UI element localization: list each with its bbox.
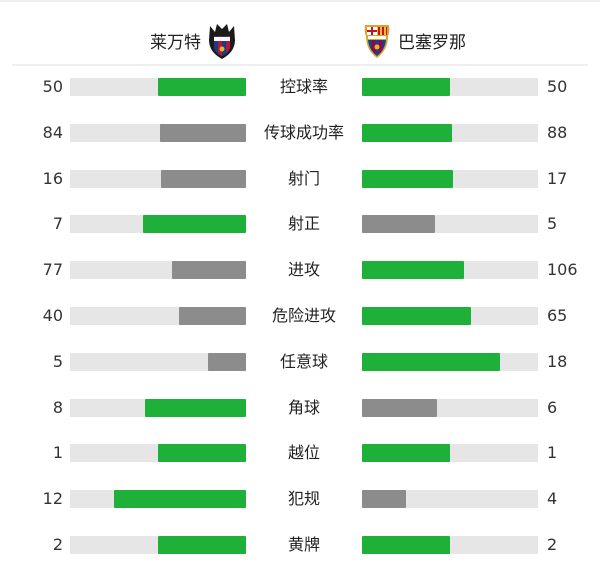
home-bar-fill bbox=[114, 490, 246, 509]
home-value: 16 bbox=[42, 168, 63, 188]
away-bar-fill bbox=[362, 215, 436, 234]
home-value: 5 bbox=[52, 351, 63, 371]
away-bar-fill bbox=[362, 444, 450, 463]
home-bar-fill bbox=[143, 215, 246, 234]
home-bar-fill bbox=[160, 169, 246, 188]
home-bar-fill bbox=[178, 307, 246, 325]
home-bar-track bbox=[70, 536, 246, 554]
away-bar-fill bbox=[362, 307, 471, 325]
stat-row: 12 犯规 4 bbox=[0, 487, 600, 511]
away-value: 17 bbox=[547, 168, 568, 188]
home-bar-fill bbox=[171, 261, 246, 280]
away-bar-track bbox=[362, 307, 538, 325]
home-bar-fill bbox=[158, 536, 246, 554]
away-bar-track bbox=[362, 536, 538, 554]
home-bar-track bbox=[70, 123, 246, 142]
home-value: 50 bbox=[42, 77, 63, 96]
away-team-name: 巴塞罗那 bbox=[398, 32, 466, 53]
away-bar-fill bbox=[362, 536, 450, 554]
stat-row: 7 射正 5 bbox=[0, 212, 600, 236]
home-bar-track bbox=[70, 215, 246, 234]
away-value: 88 bbox=[547, 122, 568, 142]
away-value: 50 bbox=[547, 77, 568, 96]
home-value: 77 bbox=[42, 260, 63, 280]
stat-label: 角球 bbox=[287, 397, 320, 417]
stat-label: 任意球 bbox=[279, 351, 328, 371]
away-team[interactable]: 巴塞罗那 bbox=[362, 20, 466, 60]
away-bar-track bbox=[362, 261, 538, 280]
home-bar-track bbox=[70, 307, 246, 325]
away-bar-track bbox=[362, 352, 538, 371]
home-bar-track bbox=[70, 398, 246, 417]
away-bar-track bbox=[362, 398, 538, 417]
away-bar-track bbox=[362, 123, 538, 142]
away-bar-fill bbox=[362, 78, 450, 96]
stat-row: 40 危险进攻 65 bbox=[0, 304, 600, 328]
home-value: 84 bbox=[42, 122, 63, 142]
teams-header: 莱万特 巴塞罗那 bbox=[0, 2, 600, 64]
away-value: 5 bbox=[547, 214, 558, 234]
home-value: 2 bbox=[52, 535, 63, 554]
stat-row: 77 进攻 106 bbox=[0, 258, 600, 282]
home-team[interactable]: 莱万特 bbox=[150, 20, 237, 60]
stat-label: 黄牌 bbox=[287, 535, 320, 554]
home-team-name: 莱万特 bbox=[150, 32, 201, 53]
away-bar-track bbox=[362, 78, 538, 96]
away-value: 106 bbox=[547, 260, 578, 280]
away-bar-fill bbox=[362, 123, 453, 142]
away-value: 65 bbox=[547, 306, 568, 325]
stat-row: 5 任意球 18 bbox=[0, 350, 600, 374]
away-bar-fill bbox=[362, 352, 500, 371]
away-bar-track bbox=[362, 444, 538, 463]
away-value: 1 bbox=[547, 443, 558, 463]
away-bar-track bbox=[362, 215, 538, 234]
levante-crest-icon bbox=[209, 24, 235, 59]
home-bar-fill bbox=[145, 398, 246, 417]
away-bar-fill bbox=[362, 169, 453, 188]
home-bar-track bbox=[70, 78, 246, 96]
stat-row: 2 黄牌 2 bbox=[0, 533, 600, 557]
stat-row: 50 控球率 50 bbox=[0, 75, 600, 99]
away-bar-fill bbox=[362, 261, 464, 280]
home-bar-fill bbox=[207, 352, 246, 371]
away-bar-fill bbox=[362, 398, 438, 417]
home-bar-track bbox=[70, 490, 246, 509]
divider bbox=[0, 0, 600, 2]
stat-label: 控球率 bbox=[279, 77, 328, 96]
stat-label: 越位 bbox=[287, 443, 320, 463]
home-value: 12 bbox=[42, 489, 63, 509]
away-bar-fill bbox=[362, 490, 406, 509]
stat-label: 犯规 bbox=[287, 489, 320, 509]
stat-label: 射正 bbox=[287, 214, 320, 234]
home-bar-fill bbox=[160, 123, 246, 142]
stat-label: 射门 bbox=[287, 168, 320, 188]
home-value: 1 bbox=[52, 443, 63, 463]
away-bar-track bbox=[362, 169, 538, 188]
divider bbox=[12, 64, 588, 66]
away-value: 18 bbox=[547, 351, 568, 371]
away-value: 4 bbox=[547, 489, 558, 509]
home-value: 40 bbox=[42, 306, 63, 325]
stat-row: 1 越位 1 bbox=[0, 441, 600, 465]
home-value: 7 bbox=[52, 214, 63, 234]
home-bar-fill bbox=[158, 444, 246, 463]
home-bar-fill bbox=[158, 78, 246, 96]
home-value: 8 bbox=[52, 397, 63, 417]
barcelona-crest-icon bbox=[364, 25, 390, 58]
away-value: 6 bbox=[547, 397, 558, 417]
stat-row: 16 射门 17 bbox=[0, 167, 600, 191]
home-bar-track bbox=[70, 169, 246, 188]
stat-label: 危险进攻 bbox=[271, 306, 336, 325]
home-bar-track bbox=[70, 444, 246, 463]
stat-label: 进攻 bbox=[287, 260, 320, 280]
home-bar-track bbox=[70, 352, 246, 371]
stat-row: 8 角球 6 bbox=[0, 396, 600, 420]
stat-label: 传球成功率 bbox=[263, 122, 344, 142]
stat-row: 84 传球成功率 88 bbox=[0, 121, 600, 145]
home-bar-track bbox=[70, 261, 246, 280]
away-value: 2 bbox=[547, 535, 558, 554]
away-bar-track bbox=[362, 490, 538, 509]
